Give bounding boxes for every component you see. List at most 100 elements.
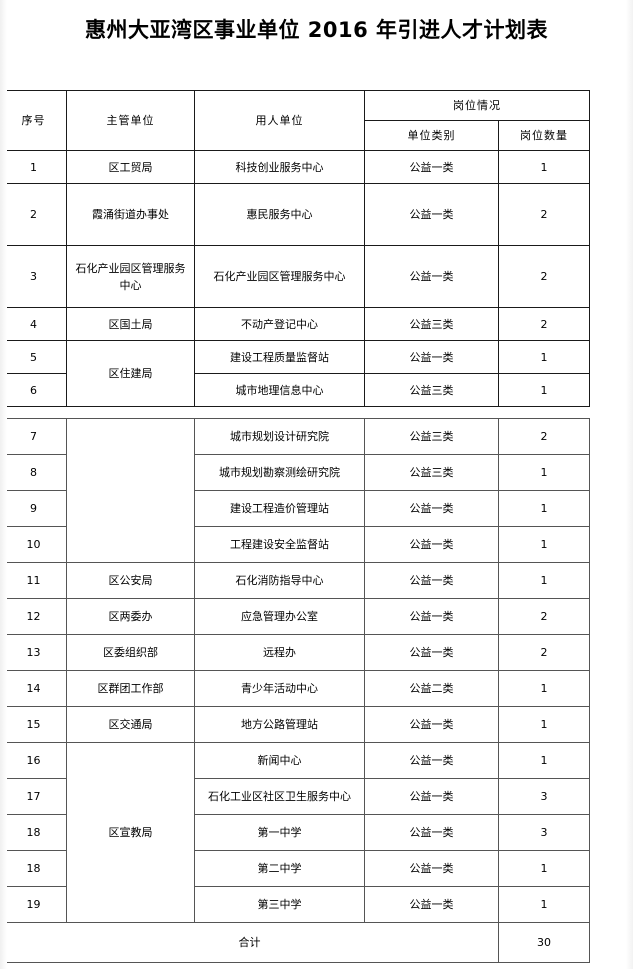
header-no: 序号 <box>0 90 67 152</box>
cell-no: 8 <box>0 454 67 492</box>
table-row: 12 区两委办 应急管理办公室 公益一类 2 <box>0 598 590 636</box>
plan-table-part-2: 7 城市规划设计研究院 公益三类 2 8 城市规划勘察测绘研究院 公益三类 1 … <box>0 418 590 964</box>
cell-employing-unit: 应急管理办公室 <box>194 598 365 636</box>
cell-position-count: 1 <box>498 742 590 780</box>
cell-position-count: 2 <box>498 307 590 342</box>
cell-position-count: 2 <box>498 634 590 672</box>
table-row: 14 区群团工作部 青少年活动中心 公益二类 1 <box>0 670 590 708</box>
cell-position-count: 2 <box>498 183 590 247</box>
cell-employing-unit: 工程建设安全监督站 <box>194 526 365 564</box>
cell-position-count: 1 <box>498 562 590 600</box>
cell-employing-unit: 石化消防指导中心 <box>194 562 365 600</box>
table-row: 15 区交通局 地方公路管理站 公益一类 1 <box>0 706 590 744</box>
header-unit-category: 单位类别 <box>364 120 499 152</box>
cell-supervising-unit: 霞涌街道办事处 <box>66 183 195 247</box>
cell-position-count: 1 <box>498 454 590 492</box>
cell-unit-category: 公益一类 <box>364 778 499 816</box>
cell-position-count: 1 <box>498 706 590 744</box>
cell-unit-category: 公益一类 <box>364 886 499 924</box>
cell-no: 5 <box>0 340 67 375</box>
cell-employing-unit: 青少年活动中心 <box>194 670 365 708</box>
cell-no: 3 <box>0 245 67 309</box>
cell-employing-unit: 惠民服务中心 <box>194 183 365 247</box>
header-supervising-unit: 主管单位 <box>66 90 195 152</box>
table-header-row-sub: 单位类别 岗位数量 <box>1 120 590 152</box>
cell-employing-unit: 第三中学 <box>194 886 365 924</box>
cell-employing-unit: 城市规划设计研究院 <box>194 418 365 456</box>
cell-unit-category: 公益一类 <box>364 742 499 780</box>
cell-position-count: 1 <box>498 150 590 185</box>
cell-unit-category: 公益一类 <box>364 245 499 309</box>
table-row: 4 区国土局 不动产登记中心 公益三类 2 <box>0 307 590 342</box>
cell-supervising-unit: 区宣教局 <box>66 742 195 924</box>
cell-supervising-unit: 区群团工作部 <box>66 670 195 708</box>
table-row: 6 城市地理信息中心 公益三类 1 <box>0 373 590 408</box>
cell-employing-unit: 城市地理信息中心 <box>194 373 365 408</box>
cell-no: 7 <box>0 418 67 456</box>
cell-unit-category: 公益一类 <box>364 490 499 528</box>
supervising-unit-line-2: 中心 <box>119 278 142 292</box>
table-row: 11 区公安局 石化消防指导中心 公益一类 1 <box>0 562 590 600</box>
total-label: 合计 <box>0 922 499 964</box>
cell-position-count: 1 <box>498 526 590 564</box>
cell-unit-category: 公益一类 <box>364 183 499 247</box>
cell-supervising-unit: 区交通局 <box>66 706 195 744</box>
cell-unit-category: 公益一类 <box>364 634 499 672</box>
cell-position-count: 1 <box>498 850 590 888</box>
cell-no: 18 <box>0 814 67 852</box>
cell-supervising-unit: 区两委办 <box>66 598 195 636</box>
cell-unit-category: 公益一类 <box>364 598 499 636</box>
cell-no: 1 <box>0 150 67 185</box>
table-row: 5 区住建局 建设工程质量监督站 公益一类 1 <box>0 340 590 408</box>
supervising-unit-line-1: 石化产业园区管理服务 <box>75 261 186 275</box>
cell-employing-unit: 科技创业服务中心 <box>194 150 365 185</box>
cell-supervising-unit: 石化产业园区管理服务 中心 <box>66 245 195 309</box>
cell-no: 2 <box>0 183 67 247</box>
table-row: 13 区委组织部 远程办 公益一类 2 <box>0 634 590 672</box>
cell-position-count: 2 <box>498 598 590 636</box>
table-total-row: 合计 30 <box>0 922 590 964</box>
table-row: 17 石化工业区社区卫生服务中心 公益一类 3 <box>0 778 590 816</box>
cell-unit-category: 公益一类 <box>364 150 499 185</box>
cell-no: 4 <box>0 307 67 342</box>
cell-employing-unit: 地方公路管理站 <box>194 706 365 744</box>
table-row: 18 第一中学 公益一类 3 <box>0 814 590 852</box>
plan-table-part-1: 序号 主管单位 用人单位 岗位情况 单位类别 岗位数量 1 区工贸局 科技创业服… <box>0 90 590 408</box>
cell-unit-category: 公益一类 <box>364 706 499 744</box>
cell-position-count: 2 <box>498 418 590 456</box>
cell-no: 19 <box>0 886 67 924</box>
cell-no: 15 <box>0 706 67 744</box>
cell-employing-unit: 城市规划勘察测绘研究院 <box>194 454 365 492</box>
cell-supervising-unit: 区委组织部 <box>66 634 195 672</box>
cell-supervising-unit: 区公安局 <box>66 562 195 600</box>
header-position-count: 岗位数量 <box>498 120 590 152</box>
cell-unit-category: 公益一类 <box>364 814 499 852</box>
cell-unit-category: 公益三类 <box>364 373 499 408</box>
cell-no: 18 <box>0 850 67 888</box>
cell-employing-unit: 建设工程造价管理站 <box>194 490 365 528</box>
cell-unit-category: 公益一类 <box>364 562 499 600</box>
cell-no: 17 <box>0 778 67 816</box>
cell-position-count: 1 <box>498 670 590 708</box>
cell-no: 14 <box>0 670 67 708</box>
cell-no: 10 <box>0 526 67 564</box>
header-employing-unit: 用人单位 <box>194 90 365 152</box>
cell-supervising-unit: 区住建局 <box>66 340 195 408</box>
cell-unit-category: 公益一类 <box>364 850 499 888</box>
cell-no: 13 <box>0 634 67 672</box>
cell-position-count: 2 <box>498 245 590 309</box>
cell-employing-unit: 石化工业区社区卫生服务中心 <box>194 778 365 816</box>
header-position-group: 岗位情况 <box>364 90 590 122</box>
cell-employing-unit: 第二中学 <box>194 850 365 888</box>
cell-employing-unit: 远程办 <box>194 634 365 672</box>
cell-employing-unit: 第一中学 <box>194 814 365 852</box>
cell-position-count: 1 <box>498 340 590 375</box>
cell-position-count: 1 <box>498 373 590 408</box>
cell-position-count: 1 <box>498 490 590 528</box>
table-row: 2 霞涌街道办事处 惠民服务中心 公益一类 2 <box>0 183 590 247</box>
cell-no: 11 <box>0 562 67 600</box>
table-row: 18 第二中学 公益一类 1 <box>0 850 590 888</box>
cell-no: 9 <box>0 490 67 528</box>
cell-unit-category: 公益一类 <box>364 340 499 375</box>
